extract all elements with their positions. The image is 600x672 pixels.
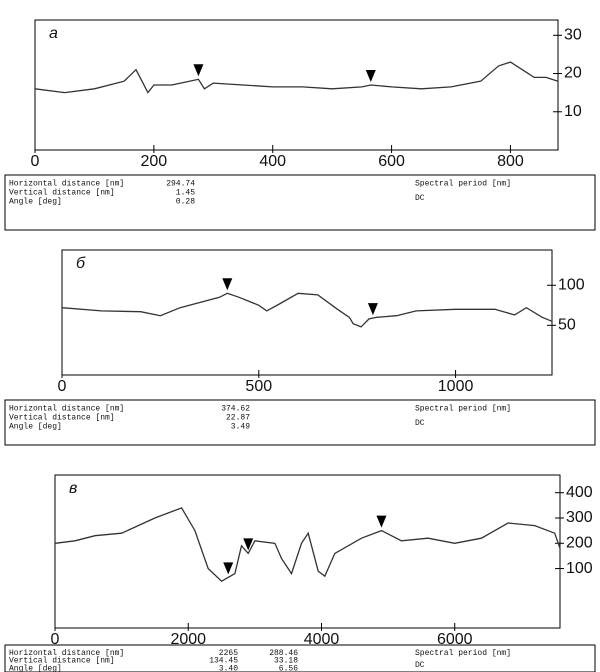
measure-table — [4, 644, 596, 672]
profile-line — [61, 292, 553, 328]
x-tick-label: 500 — [245, 378, 272, 395]
spectral-text: DC — [415, 419, 425, 428]
row-value: 2265 — [219, 649, 238, 658]
y-tick-label: 400 — [566, 484, 593, 501]
row-value: 3.49 — [231, 423, 250, 432]
spectral-text: DC — [415, 194, 425, 203]
row-label: Angle [deg] — [9, 664, 62, 672]
panel-label: в — [69, 480, 77, 497]
x-tick-label: 1000 — [438, 378, 474, 395]
row-value: 294.74 — [166, 180, 195, 189]
spectral-text: Spectral period [nm] — [415, 405, 511, 414]
cursor-marker — [222, 278, 233, 291]
cursor-marker — [223, 562, 234, 575]
y-tick-label: 300 — [566, 509, 593, 526]
row-value: 374.62 — [221, 405, 250, 414]
x-tick-label: 2000 — [170, 631, 206, 648]
cursor-marker — [376, 515, 387, 528]
y-tick-label: 20 — [564, 65, 582, 82]
x-tick-label: 400 — [259, 153, 286, 170]
spectral-text: DC — [415, 661, 425, 670]
row-label: Angle [deg] — [9, 423, 62, 432]
plot-frame — [34, 19, 559, 151]
row-value: 22.87 — [226, 414, 250, 423]
row-value: 134.45 — [209, 657, 238, 666]
y-tick-label: 200 — [566, 534, 593, 551]
x-tick-label: 4000 — [304, 631, 340, 648]
x-tick-label: 600 — [378, 153, 405, 170]
row-label: Horizontal distance [nm] — [9, 180, 124, 189]
y-tick-label: 30 — [564, 27, 582, 44]
panel-label: а — [49, 25, 58, 42]
y-tick-label: 100 — [566, 560, 593, 577]
x-tick-label: 6000 — [437, 631, 473, 648]
cursor-marker — [243, 538, 254, 551]
cursor-marker — [367, 303, 378, 316]
measure-table — [4, 399, 596, 446]
x-tick-label: 0 — [31, 153, 40, 170]
row-label: Vertical distance [nm] — [9, 414, 115, 423]
x-tick-label: 0 — [58, 378, 67, 395]
x-tick-label: 200 — [141, 153, 168, 170]
row-value: 0.28 — [176, 198, 195, 207]
cursor-marker — [365, 70, 376, 82]
y-tick-label: 100 — [558, 276, 585, 293]
panel-label: б — [76, 255, 86, 272]
x-tick-label: 0 — [51, 631, 60, 648]
row-label: Angle [deg] — [9, 198, 62, 207]
spectral-text: Spectral period [nm] — [415, 649, 511, 658]
x-tick-label: 800 — [497, 153, 524, 170]
profile-line — [54, 507, 561, 583]
row-label: Vertical distance [nm] — [9, 189, 115, 198]
row-value: 1.45 — [176, 189, 195, 198]
row-value: 6.56 — [279, 664, 298, 672]
spectral-text: Spectral period [nm] — [415, 180, 511, 189]
row-value: 33.18 — [274, 657, 298, 666]
plot-frame — [54, 474, 561, 629]
profile-line — [34, 61, 559, 94]
plot-frame — [61, 249, 553, 376]
row-value: 288.46 — [269, 649, 298, 658]
y-tick-label: 10 — [564, 103, 582, 120]
row-label: Horizontal distance [nm] — [9, 649, 124, 658]
row-value: 3.40 — [219, 664, 238, 672]
row-label: Vertical distance [nm] — [9, 657, 115, 666]
row-label: Horizontal distance [nm] — [9, 405, 124, 414]
cursor-marker — [193, 64, 204, 77]
measure-table — [4, 174, 596, 231]
y-tick-label: 50 — [558, 317, 576, 334]
